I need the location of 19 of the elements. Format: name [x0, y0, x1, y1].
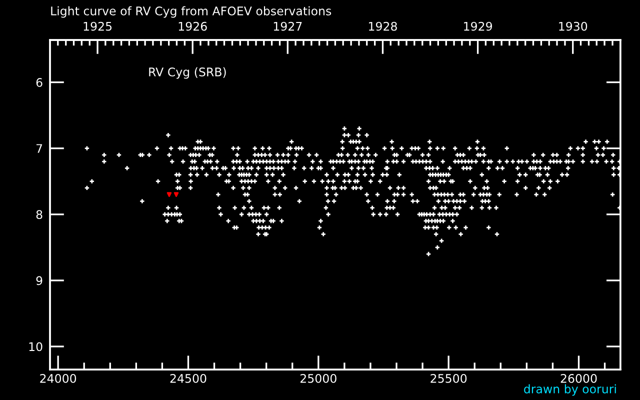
- x2-tick-label: 1929: [464, 22, 492, 31]
- x2-tick-label: 1927: [274, 22, 302, 31]
- y-tick-label: 9: [36, 276, 42, 286]
- y-tick-label: 8: [36, 210, 42, 220]
- x2-tick-label: 1928: [369, 22, 397, 31]
- x-tick-label: 25000: [300, 374, 336, 383]
- annotation: RV Cyg (SRB): [149, 67, 226, 79]
- x-tick-label: 24000: [40, 374, 76, 383]
- x2-tick-label: 1925: [84, 22, 112, 31]
- chart-title: Light curve of RV Cyg from AFOEV observations: [51, 6, 332, 18]
- y-tick-label: 10: [29, 342, 42, 352]
- x-tick-label: 24500: [170, 374, 206, 383]
- x2-tick-label: 1926: [178, 22, 207, 31]
- text: drawn by ooruri: [524, 384, 616, 396]
- x-tick-label: 25500: [430, 374, 467, 383]
- x-tick-label: 26000: [560, 374, 597, 383]
- x2-tick-label: 1930: [559, 22, 588, 31]
- y-tick-label: 6: [36, 78, 42, 87]
- y-tick-label: 7: [36, 144, 42, 153]
